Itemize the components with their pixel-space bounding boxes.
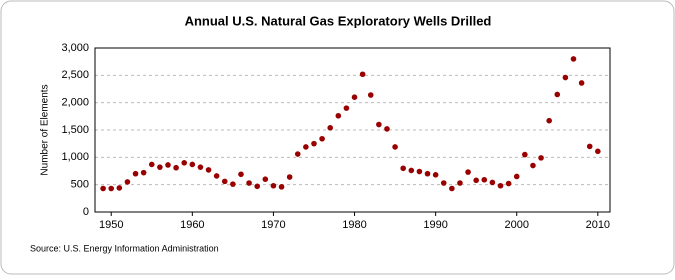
point bbox=[562, 74, 569, 81]
point bbox=[570, 56, 577, 62]
point bbox=[578, 80, 585, 86]
y-tick-label: 2,000 bbox=[61, 97, 89, 109]
point bbox=[319, 135, 325, 142]
x-tick-label: 1970 bbox=[261, 219, 285, 231]
point bbox=[132, 170, 139, 177]
point bbox=[538, 155, 544, 161]
point bbox=[213, 173, 220, 179]
x-tick-label: 1950 bbox=[99, 219, 123, 231]
point bbox=[400, 165, 406, 172]
x-tick-label: 2000 bbox=[504, 219, 528, 231]
point bbox=[238, 171, 244, 178]
point bbox=[286, 174, 293, 180]
point bbox=[505, 180, 512, 187]
point bbox=[165, 162, 171, 168]
point bbox=[351, 94, 358, 100]
point bbox=[440, 180, 447, 186]
point bbox=[586, 143, 593, 150]
y-tick-label: 3,000 bbox=[61, 42, 89, 54]
point bbox=[311, 140, 317, 147]
y-tick-label: 1,500 bbox=[61, 124, 89, 136]
point bbox=[254, 183, 261, 190]
point bbox=[530, 162, 536, 169]
point bbox=[546, 117, 552, 124]
x-tick-label: 1990 bbox=[423, 219, 447, 231]
point bbox=[408, 167, 415, 174]
point bbox=[303, 144, 309, 150]
point bbox=[294, 151, 301, 157]
point bbox=[432, 172, 439, 178]
point bbox=[157, 164, 163, 170]
point bbox=[367, 92, 374, 98]
point bbox=[181, 160, 188, 166]
point bbox=[424, 170, 431, 177]
point bbox=[522, 151, 528, 158]
point bbox=[416, 168, 423, 175]
point bbox=[359, 71, 366, 78]
point bbox=[270, 182, 277, 189]
point bbox=[335, 112, 342, 119]
x-tick-label: 1960 bbox=[180, 219, 204, 231]
point bbox=[173, 164, 179, 171]
point bbox=[473, 177, 479, 184]
point bbox=[148, 161, 155, 168]
point bbox=[481, 176, 488, 183]
point bbox=[116, 185, 123, 191]
point bbox=[392, 144, 398, 150]
point bbox=[489, 179, 496, 186]
point bbox=[262, 176, 269, 182]
point bbox=[384, 126, 390, 132]
x-tick-label: 1980 bbox=[342, 219, 366, 231]
point bbox=[457, 180, 463, 186]
point bbox=[221, 178, 228, 185]
source: Source: U.S. Energy Information Administ… bbox=[30, 243, 219, 253]
point bbox=[124, 179, 131, 185]
y-axis-label: Number of Elements bbox=[40, 84, 51, 175]
point bbox=[376, 121, 382, 128]
point bbox=[554, 91, 561, 98]
point bbox=[465, 169, 471, 175]
y-tick-label: 2,500 bbox=[61, 69, 89, 81]
point bbox=[449, 185, 455, 192]
plot-area bbox=[94, 47, 611, 213]
y-tick-label: 0 bbox=[83, 206, 89, 218]
point bbox=[189, 161, 196, 168]
point bbox=[230, 181, 236, 187]
point bbox=[205, 167, 212, 173]
point bbox=[197, 164, 204, 170]
point bbox=[497, 182, 504, 189]
point bbox=[278, 184, 285, 190]
y-tick-label: 500 bbox=[71, 179, 89, 191]
x-tick-label: 2010 bbox=[586, 219, 610, 231]
point bbox=[140, 169, 147, 176]
y-tick-label: 1,000 bbox=[61, 151, 89, 163]
point bbox=[513, 173, 520, 180]
point bbox=[595, 148, 601, 155]
point bbox=[327, 125, 333, 131]
chart-title: Annual U.S. Natural Gas Exploratory Well… bbox=[185, 13, 492, 28]
point bbox=[108, 185, 115, 192]
point bbox=[246, 180, 252, 186]
point bbox=[343, 105, 350, 111]
point bbox=[100, 185, 106, 192]
